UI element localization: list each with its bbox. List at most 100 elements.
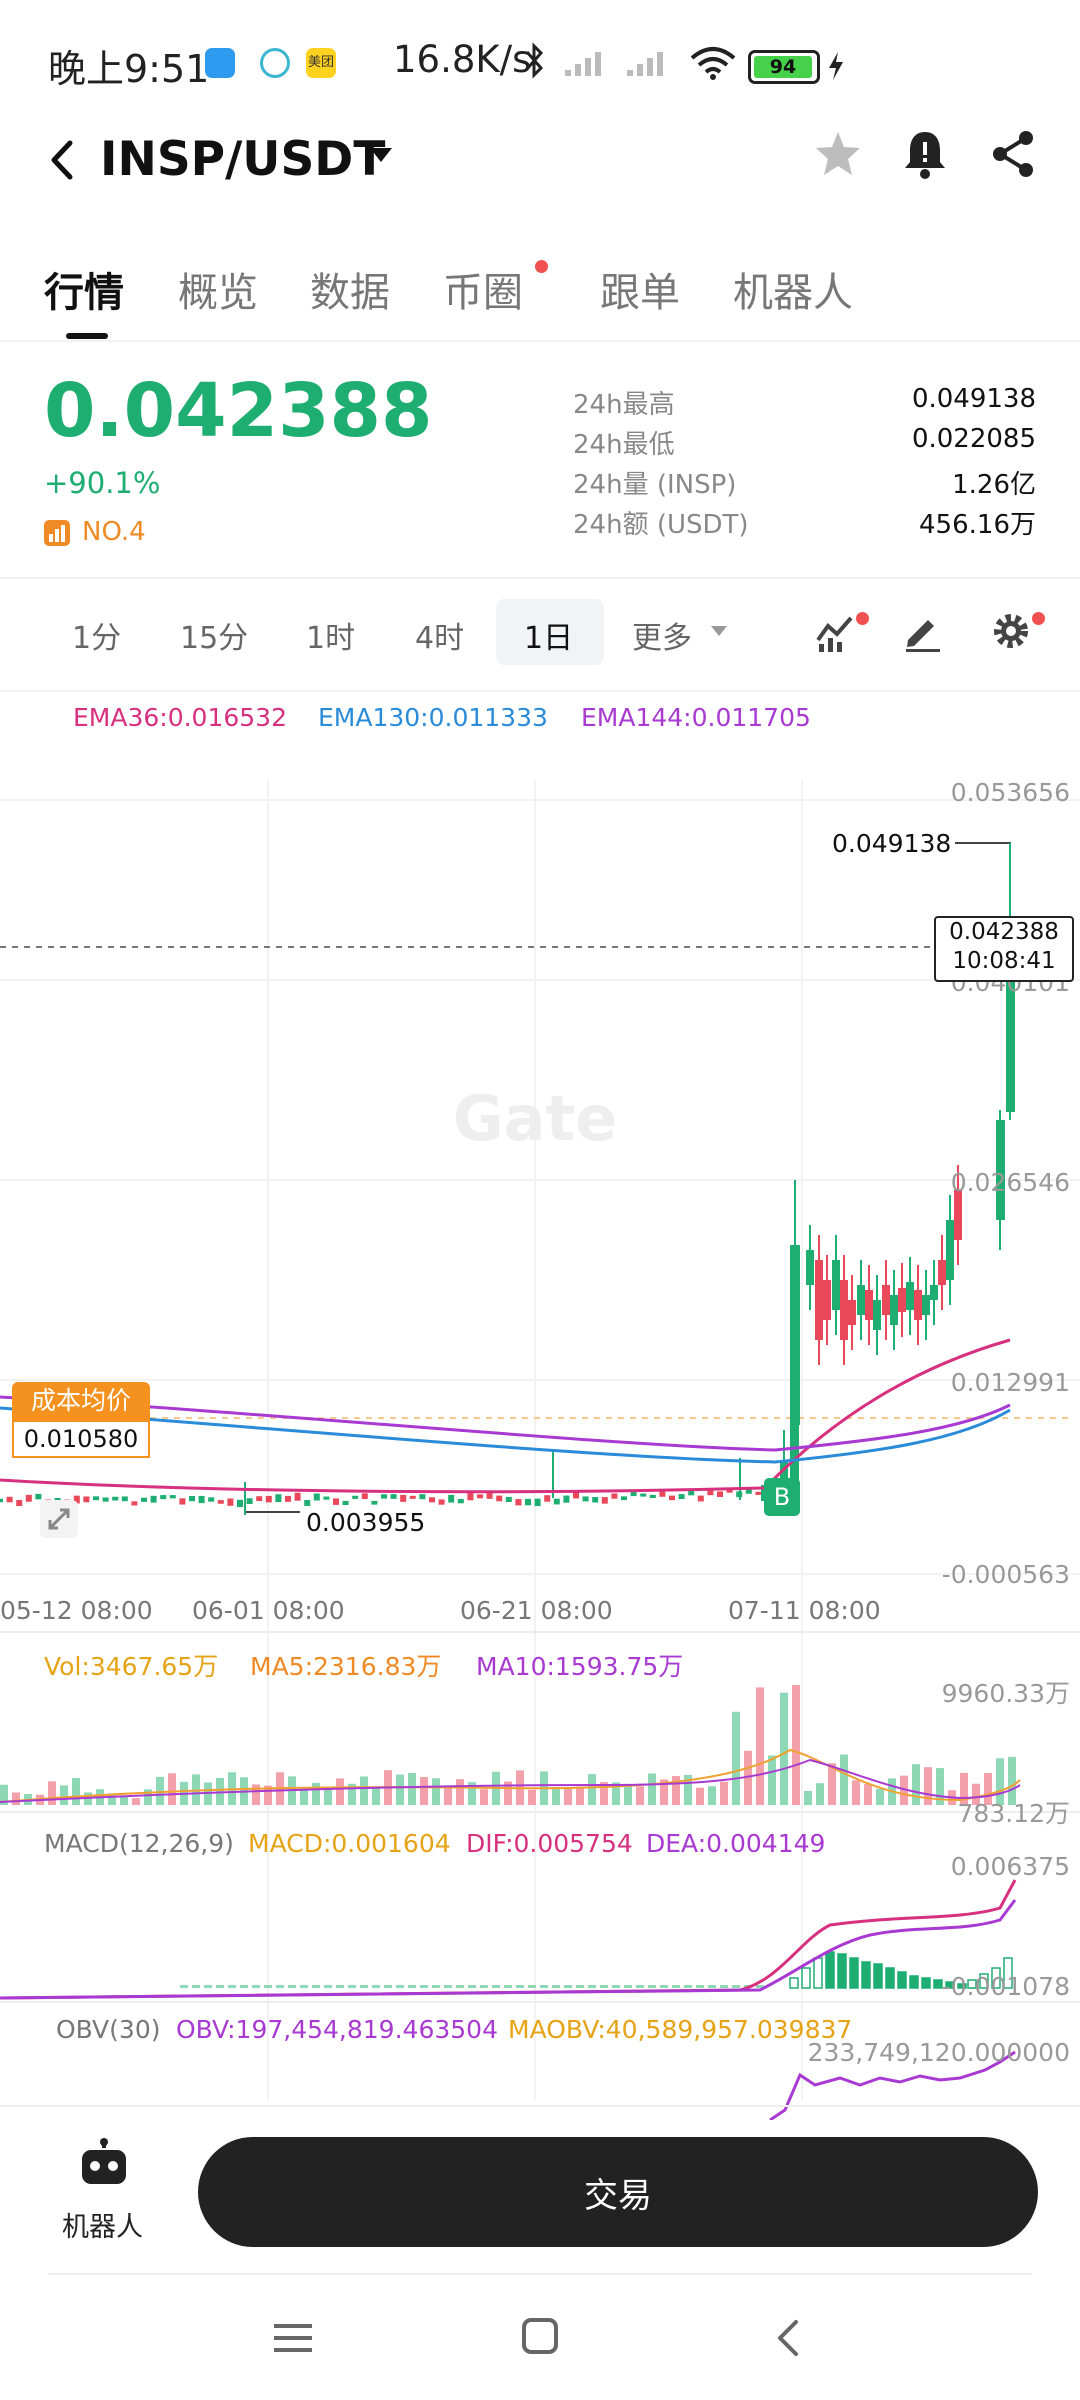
- tab-overview[interactable]: 概览: [178, 270, 258, 316]
- candle: [806, 1250, 814, 1285]
- interval-15m[interactable]: 15分: [180, 621, 249, 656]
- robot-label[interactable]: 机器人: [62, 2212, 143, 2243]
- volume-ma10-legend: MA10:1593.75万: [476, 1652, 684, 1681]
- trade-button[interactable]: 交易: [198, 2137, 1038, 2247]
- candle: [857, 1285, 865, 1315]
- macd-bar: [264, 1985, 272, 1988]
- macd-bar: [720, 1985, 728, 1988]
- macd-bar: [588, 1985, 596, 1988]
- bluetooth-icon: [525, 42, 544, 79]
- volume-bar: [600, 1782, 608, 1805]
- home-nav-icon[interactable]: [520, 2316, 562, 2358]
- macd-bar: [979, 1973, 989, 1989]
- tab-active-indicator: [66, 333, 108, 339]
- candle: [93, 1496, 99, 1501]
- macd-bar: [933, 1979, 943, 1989]
- candle: [150, 1495, 157, 1503]
- chart-settings-gear-icon[interactable]: [990, 610, 1032, 652]
- interval-1h[interactable]: 1时: [306, 621, 356, 656]
- candle: [0, 1498, 3, 1503]
- divider: [48, 2273, 1032, 2275]
- candle: [285, 1495, 291, 1502]
- candle: [553, 1498, 560, 1505]
- candle: [611, 1493, 618, 1499]
- back-nav-icon[interactable]: [770, 2316, 806, 2360]
- battery-icon: 94: [748, 50, 820, 84]
- volume-bar: [924, 1767, 932, 1805]
- candle: [938, 1260, 946, 1285]
- macd-bar: [288, 1985, 296, 1988]
- expand-chart-icon[interactable]: [40, 1500, 78, 1538]
- macd-bar: [991, 1967, 1001, 1989]
- volume-bar: [336, 1778, 344, 1805]
- macd-bar: [945, 1981, 955, 1989]
- volume-bar: [408, 1772, 416, 1805]
- signal-icon-2: [627, 52, 663, 76]
- tab-bots[interactable]: 机器人: [733, 270, 853, 316]
- volume-bar: [636, 1786, 644, 1805]
- candle: [922, 1295, 930, 1315]
- favorite-star-icon[interactable]: [812, 128, 864, 180]
- candle: [313, 1493, 320, 1501]
- ema130-legend: EMA130:0.011333: [318, 703, 548, 732]
- candle: [954, 1190, 962, 1240]
- indicators-icon[interactable]: [815, 610, 857, 652]
- tab-market[interactable]: 行情: [44, 270, 124, 316]
- candle: [640, 1493, 647, 1497]
- volume-bar: [816, 1783, 824, 1805]
- candle: [848, 1300, 856, 1325]
- robot-icon[interactable]: [78, 2138, 130, 2190]
- tab-copy-trading[interactable]: 跟单: [600, 270, 680, 316]
- pair-dropdown-icon[interactable]: [368, 145, 394, 165]
- candle: [429, 1497, 435, 1503]
- price-alert-bell-icon[interactable]: [900, 128, 950, 182]
- high-marker-leader: [955, 842, 1011, 910]
- macd-bar: [849, 1957, 859, 1989]
- tab-community[interactable]: 币圈: [443, 270, 523, 316]
- volume-bar: [552, 1787, 560, 1805]
- pair-title[interactable]: INSP/USDT: [100, 132, 386, 187]
- candle: [659, 1490, 666, 1497]
- ema36-line: [0, 1338, 1011, 1494]
- rank-chart-icon: [44, 520, 70, 546]
- last-price: 0.042388: [44, 368, 433, 454]
- back-arrow-icon[interactable]: [44, 135, 80, 185]
- kline-chart[interactable]: Gate: [0, 740, 1080, 2120]
- macd-bar: [732, 1985, 740, 1988]
- macd-bar: [837, 1953, 847, 1989]
- volume-bar: [144, 1789, 152, 1805]
- volume-bar: [444, 1788, 452, 1805]
- status-time: 晚上9:51: [48, 47, 210, 91]
- interval-4h[interactable]: 4时: [415, 621, 465, 656]
- menu-nav-icon[interactable]: [272, 2318, 316, 2358]
- volume-bar: [396, 1774, 404, 1805]
- candle: [409, 1495, 416, 1499]
- macd-dif-line: [0, 1879, 1017, 2000]
- candle: [726, 1489, 733, 1493]
- volume-bar: [108, 1793, 116, 1805]
- ema130-line: [0, 1406, 1011, 1464]
- interval-1d[interactable]: 1日: [524, 621, 574, 656]
- macd-dea-legend: DEA:0.004149: [646, 1829, 826, 1858]
- volume-bar: [300, 1789, 308, 1805]
- volume-bar: [648, 1773, 656, 1805]
- volume-bar: [852, 1780, 860, 1805]
- candle: [890, 1295, 898, 1325]
- macd-bar: [756, 1985, 764, 1988]
- volume-bar: [900, 1775, 908, 1805]
- candle: [381, 1494, 387, 1499]
- tab-data[interactable]: 数据: [310, 270, 390, 316]
- draw-pen-icon[interactable]: [902, 610, 944, 652]
- macd-bar: [252, 1985, 260, 1988]
- macd-bar: [684, 1985, 692, 1988]
- more-dropdown-icon[interactable]: [710, 625, 728, 637]
- macd-bar: [897, 1971, 907, 1989]
- interval-1m[interactable]: 1分: [72, 621, 122, 656]
- volume-bar: [468, 1782, 476, 1805]
- obv-legend: OBV:197,454,819.463504: [176, 2015, 498, 2044]
- buy-marker: B: [764, 1478, 800, 1516]
- candle: [707, 1489, 714, 1496]
- interval-more[interactable]: 更多: [632, 621, 692, 656]
- candle: [448, 1494, 455, 1503]
- share-icon[interactable]: [988, 128, 1040, 180]
